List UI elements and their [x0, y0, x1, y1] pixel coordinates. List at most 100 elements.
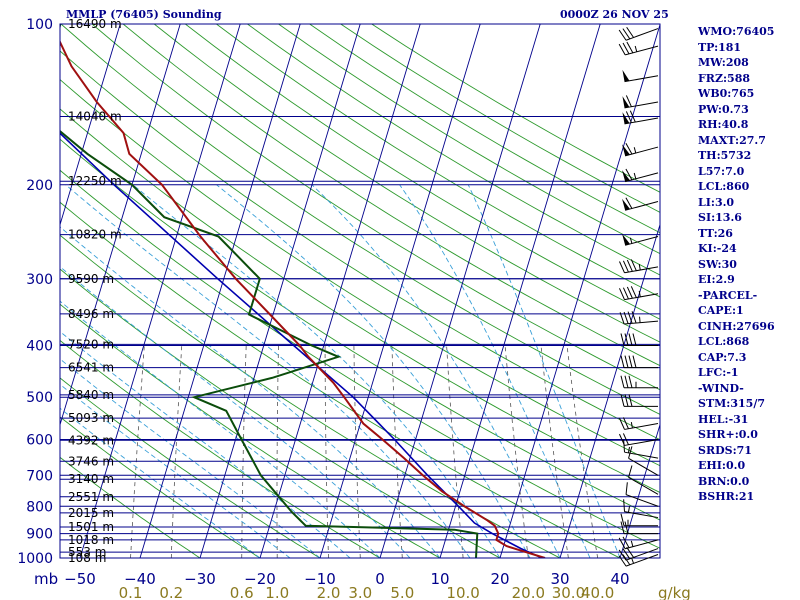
wind-barb	[622, 233, 659, 246]
height-label: 2015 m	[68, 506, 114, 520]
height-label: 1501 m	[68, 520, 114, 534]
height-label: 10820 m	[68, 228, 122, 242]
wind-barb	[620, 355, 658, 369]
index-row: LCL:860	[698, 180, 750, 193]
mixing-ratio-line	[170, 345, 183, 558]
index-row: SI:13.6	[698, 211, 742, 224]
chart-datetime: 0000Z 26 NOV 25	[560, 8, 669, 21]
height-label: 2551 m	[68, 490, 114, 504]
mixing-ratio-unit-label: g/kg	[658, 584, 691, 600]
mixing-ratio-label: 0.1	[119, 584, 143, 600]
index-row: L57:7.0	[698, 164, 745, 178]
wind-barb	[622, 197, 659, 211]
temperature-tick-label: 20	[490, 570, 509, 588]
index-row: -PARCEL-	[698, 288, 758, 302]
isotherm	[60, 24, 181, 427]
isotherm	[499, 24, 660, 558]
wind-barbs	[618, 26, 659, 567]
wind-barb	[619, 417, 659, 430]
index-row: LCL:868	[698, 335, 750, 348]
plot-frame	[59, 23, 661, 559]
index-row: CAPE:1	[698, 304, 744, 317]
height-label: 3140 m	[68, 472, 114, 486]
height-label: 3746 m	[68, 454, 114, 468]
wind-barb	[618, 546, 659, 561]
wind-barb	[625, 482, 659, 507]
temperature-tick-label: 40	[610, 570, 629, 588]
temperature-tick-label: −30	[184, 570, 216, 588]
height-label: 5093 m	[68, 411, 114, 425]
pressure-tick-label: 500	[26, 390, 53, 406]
height-label: 14040 m	[68, 109, 122, 123]
index-row: BSHR:21	[698, 490, 755, 503]
index-row: TT:26	[698, 226, 733, 240]
index-row: SW:30	[698, 257, 737, 271]
wind-barb	[618, 26, 659, 41]
dry-adiabat	[278, 24, 660, 255]
dewpoint-trace	[60, 24, 479, 558]
wind-barb	[619, 311, 659, 325]
index-row: LI:3.0	[698, 195, 735, 209]
mixing-ratio-label: 3.0	[348, 584, 372, 600]
dry-adiabat	[216, 24, 660, 298]
index-row: -WIND-	[698, 381, 744, 395]
dry-adiabat	[60, 456, 201, 558]
dry-adiabat	[60, 108, 660, 494]
dry-adiabat	[60, 78, 660, 467]
wind-barb	[619, 259, 659, 274]
temperature-trace	[60, 39, 546, 558]
dry-adiabat	[60, 339, 381, 558]
height-label: 16490 m	[68, 17, 122, 31]
index-row: HEL:-31	[698, 412, 749, 426]
index-row: EHI:0.0	[698, 459, 746, 472]
temperature-tick-label: 0	[375, 570, 385, 588]
pressure-tick-label: 700	[26, 468, 53, 484]
wind-barb	[618, 536, 659, 550]
dry-adiabat	[60, 24, 660, 415]
isotherm	[79, 24, 241, 558]
moist-adiabat	[216, 184, 531, 558]
height-label: 553 m	[68, 545, 106, 559]
wind-barb	[622, 168, 659, 183]
index-row: MW:208	[698, 56, 749, 69]
grid-lines	[60, 24, 660, 558]
mixing-ratio-line	[446, 345, 464, 558]
wind-barb	[620, 375, 658, 389]
dry-adiabat	[60, 50, 660, 441]
temperature-tick-label: 10	[430, 570, 449, 588]
height-label: 1018 m	[68, 533, 114, 547]
stability-indices-panel: WMO:76405 TP:181 MW:208 FRZ:588 WB0:765 PW:0.…	[698, 24, 775, 505]
dry-adiabat	[60, 377, 321, 558]
isotherm	[199, 24, 361, 558]
dry-adiabat	[122, 24, 660, 367]
mixing-ratio-line	[504, 345, 529, 558]
mixing-ratio-label: 0.2	[159, 584, 183, 600]
dry-adiabat	[153, 24, 660, 343]
isotherm	[259, 24, 421, 558]
mixing-ratio-label: 1.0	[265, 584, 289, 600]
wind-barb	[618, 41, 659, 56]
wind-barb	[622, 69, 659, 83]
index-row: BRN:0.0	[698, 474, 750, 488]
index-row: MAXT:27.7	[698, 133, 766, 147]
wind-barb	[620, 521, 658, 535]
temperature-tick-label: −20	[244, 570, 276, 588]
pressure-tick-label: 300	[26, 272, 53, 288]
mixing-ratio-label: 30.0	[552, 584, 585, 600]
wind-barb	[619, 286, 659, 301]
height-label: 8496 m	[68, 307, 114, 321]
dry-adiabat	[60, 416, 261, 558]
index-row: FRZ:588	[698, 71, 751, 85]
index-row: WMO:76405	[698, 25, 775, 38]
chart-title: MMLP (76405) Sounding	[66, 8, 222, 21]
moist-adiabat	[60, 330, 351, 558]
wind-barb	[623, 499, 659, 519]
mixing-ratio-line	[276, 345, 279, 558]
dry-adiabat	[91, 24, 660, 391]
moist-adiabat	[467, 184, 621, 558]
wind-barb	[618, 554, 659, 567]
wind-barb	[620, 333, 658, 347]
index-row: TP:181	[698, 40, 742, 54]
dry-adiabat	[60, 201, 621, 558]
dry-adiabat	[60, 268, 501, 558]
